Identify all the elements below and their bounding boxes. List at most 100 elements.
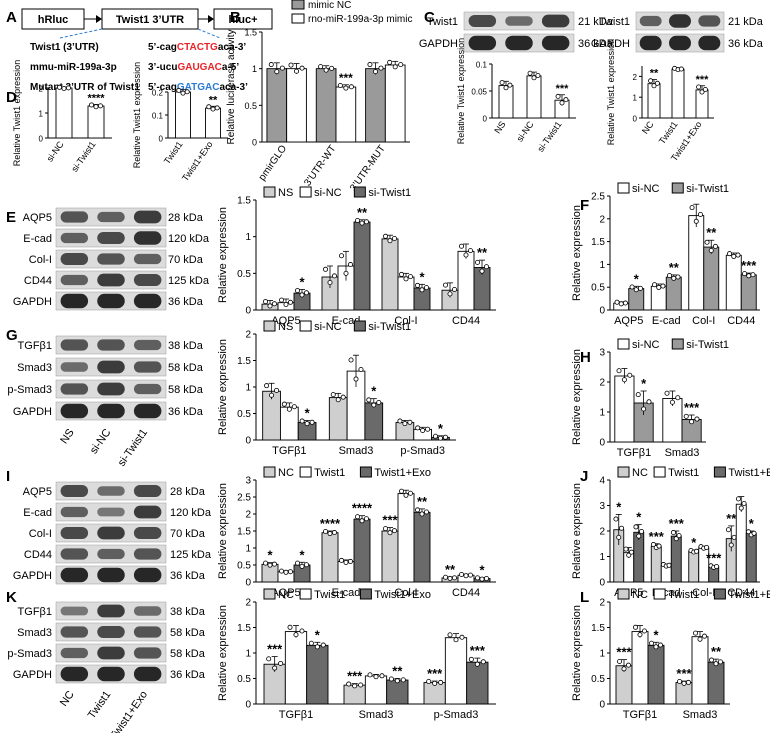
bar <box>353 518 371 583</box>
data-point <box>281 401 287 407</box>
y-axis-label: Relative Twist1 expression <box>12 60 22 166</box>
seq-row-sequence: 5’-cagGATGACaca-3’ <box>148 82 248 93</box>
x-tick-label: CD44 <box>452 587 480 599</box>
data-point <box>415 282 421 288</box>
data-point <box>367 62 373 68</box>
blot-band <box>505 16 533 26</box>
blot-kda-label: 36 kDa <box>168 406 204 418</box>
blot-kda-label: 28 kDa <box>168 212 204 224</box>
data-point <box>271 561 277 567</box>
data-point <box>279 297 285 303</box>
x-tick-label: NS <box>492 119 507 135</box>
legend-label: si-Twist1 <box>686 183 729 195</box>
legend-swatch <box>263 186 276 198</box>
y-tick-label: 1 <box>245 544 251 555</box>
bar <box>735 503 747 583</box>
data-point <box>348 84 354 90</box>
y-axis-label: Relative expression <box>571 205 583 301</box>
y-tick-label: 2 <box>599 378 605 389</box>
y-tick-label: 0.2 <box>152 89 164 98</box>
seq-post: aca-3’ <box>218 42 247 53</box>
data-point <box>363 516 369 522</box>
data-point <box>667 273 673 279</box>
blot-band <box>133 403 162 419</box>
seq-pre: 5’-cag <box>148 82 177 93</box>
data-point <box>318 64 324 70</box>
data-point <box>295 288 301 294</box>
legend-label: Twist1 <box>668 589 699 601</box>
x-tick-label: Smad3 <box>339 445 374 457</box>
data-point <box>618 301 624 307</box>
x-tick-label: CD44 <box>452 315 480 327</box>
y-tick-label: 1 <box>599 408 605 419</box>
data-point <box>415 507 421 513</box>
data-point <box>419 287 425 293</box>
blot-band <box>97 626 125 638</box>
blot-kda-label: 58 kDa <box>170 648 206 660</box>
significance-label: ** <box>706 225 717 240</box>
blot-band <box>97 567 125 583</box>
significance-label: *** <box>684 400 700 415</box>
y-axis-label: Relative Twist1 expression <box>606 39 616 145</box>
data-point <box>746 273 752 279</box>
legend-swatch <box>263 466 276 478</box>
data-point <box>671 275 677 281</box>
data-point <box>371 402 377 408</box>
significance-label: ** <box>726 511 737 526</box>
blot-band <box>133 606 162 616</box>
data-point <box>669 399 675 405</box>
seq-pre: 3’-ucu <box>148 62 177 73</box>
data-point <box>373 674 379 680</box>
significance-label: * <box>691 535 697 550</box>
data-point <box>479 576 485 582</box>
blot-band <box>133 485 162 497</box>
data-point <box>269 392 275 398</box>
seq-row-sequence: 5’-cagCTACTGaca-3’ <box>148 42 246 53</box>
legend-label: si-Twist1 <box>686 339 729 351</box>
seq-pre: 5’-cag <box>148 42 177 53</box>
data-point <box>507 82 513 88</box>
data-point <box>639 529 645 535</box>
data-point <box>383 526 389 532</box>
y-tick-label: 1 <box>599 260 605 271</box>
blot-protein-label: Twist1 <box>427 16 458 28</box>
blot-kda-label: 28 kDa <box>170 486 206 498</box>
blot-protein-label: Col-I <box>29 254 52 266</box>
y-tick-label: 3 <box>245 476 251 487</box>
data-point <box>184 89 190 95</box>
data-point <box>535 73 541 79</box>
significance-label: *** <box>427 666 443 681</box>
y-axis-label: Relative expression <box>217 207 229 303</box>
data-point <box>367 672 373 678</box>
data-point <box>309 419 315 425</box>
y-tick-label: 0.5 <box>237 561 251 572</box>
legend-swatch <box>617 182 630 194</box>
blot-kda-label: 21 kDa <box>728 16 764 28</box>
x-tick-label: NC <box>640 119 656 136</box>
blot-protein-label: E-cad <box>23 507 52 519</box>
x-tick-label: E-cad <box>332 315 361 327</box>
blot-band <box>97 293 125 309</box>
data-point <box>399 488 405 494</box>
y-tick-label: 2 <box>245 330 251 341</box>
data-point <box>387 238 393 244</box>
bar <box>688 215 705 311</box>
bar <box>306 644 329 705</box>
y-tick-label: 1.5 <box>244 28 257 38</box>
data-point <box>625 662 631 668</box>
blot-kda-label: 38 kDa <box>170 606 206 618</box>
x-tick-label: pmirGLO <box>257 143 289 183</box>
bar <box>55 87 73 139</box>
data-point <box>712 243 718 249</box>
significance-label: *** <box>706 550 722 565</box>
blot-band <box>669 14 691 28</box>
data-point <box>621 666 627 672</box>
data-point <box>467 572 473 578</box>
significance-label: * <box>616 499 622 514</box>
blot-band <box>60 666 89 682</box>
data-point <box>474 661 480 667</box>
legend-label: NC <box>278 467 294 479</box>
x-tick-label: si-NC <box>515 119 536 144</box>
data-point <box>323 529 329 535</box>
legend-swatch <box>653 588 666 600</box>
